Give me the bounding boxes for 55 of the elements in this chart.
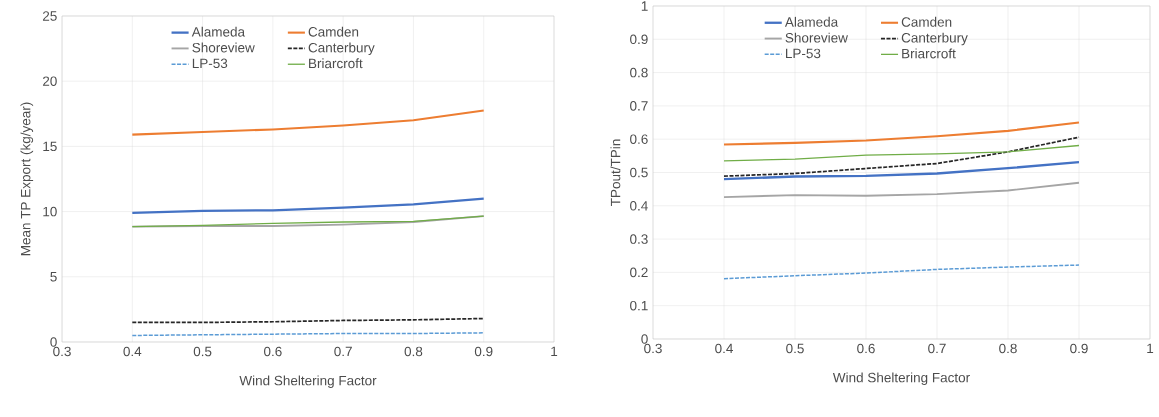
x-tick-label: 0.5 <box>786 343 804 354</box>
legend-label: LP-53 <box>192 58 228 69</box>
line-series <box>131 215 485 228</box>
line-series <box>723 181 1080 199</box>
y-tick-label: 0.9 <box>630 34 648 45</box>
y-tick-label: 5 <box>50 272 57 282</box>
legend-label: Camden <box>308 26 359 37</box>
x-tick-label: 0.4 <box>123 346 142 357</box>
y-tick-label: 0 <box>641 334 648 344</box>
legend-label: Canterbury <box>308 42 375 56</box>
y-tick-label: 10 <box>43 206 57 217</box>
line-series <box>131 197 485 215</box>
y-tick-label: 0 <box>50 337 57 347</box>
y-tick-label: 0.6 <box>630 134 648 144</box>
x-tick-label: 1 <box>1147 343 1154 353</box>
legend-label: Alameda <box>784 16 839 27</box>
y-axis-title: Mean TP Export (kg/year) <box>20 102 34 256</box>
x-tick-label: 0.9 <box>474 346 493 357</box>
line-series <box>722 121 1081 146</box>
line-series <box>723 144 1080 162</box>
x-tick-label: 0.8 <box>404 346 423 357</box>
y-tick-label: 0.5 <box>630 167 648 178</box>
legend-label: Camden <box>901 16 952 27</box>
y-axis-title: TPout/TPin <box>610 139 621 206</box>
line-series <box>131 109 485 136</box>
y-tick-label: 0.1 <box>630 300 648 311</box>
y-tick-label: 20 <box>42 76 57 86</box>
legend-label: Shoreview <box>192 42 255 53</box>
line-series <box>723 264 1080 280</box>
x-tick-label: 0.4 <box>715 343 733 354</box>
x-tick-label: 0.7 <box>928 343 946 354</box>
x-tick-label: 1 <box>551 346 558 356</box>
x-axis-title: Wind Sheltering Factor <box>832 372 970 386</box>
legend-label: LP-53 <box>786 48 821 59</box>
y-tick-label: 15 <box>43 141 57 152</box>
legend-label: Briarcroft <box>902 48 956 59</box>
y-tick-label: 0.4 <box>630 201 648 211</box>
y-tick-label: 0.2 <box>630 267 648 278</box>
legend-label: Alameda <box>191 26 246 37</box>
y-tick-label: 25 <box>42 11 57 21</box>
x-tick-label: 0.8 <box>999 343 1017 354</box>
x-tick-label: 0.9 <box>1070 343 1088 354</box>
x-tick-label: 0.7 <box>334 346 352 357</box>
line-series <box>722 161 1081 181</box>
x-tick-label: 0.5 <box>193 346 212 357</box>
y-tick-label: 0.7 <box>630 101 648 111</box>
x-tick-label: 0.6 <box>264 346 282 357</box>
y-tick-label: 0.3 <box>630 234 648 244</box>
x-axis-title: Wind Sheltering Factor <box>239 375 377 389</box>
legend-label: Shoreview <box>785 32 848 43</box>
y-tick-label: 0.8 <box>630 67 648 78</box>
x-tick-label: 0.6 <box>857 343 875 354</box>
legend-label: Canterbury <box>901 32 968 46</box>
legend-label: Briarcroft <box>309 58 363 69</box>
y-tick-label: 1 <box>641 1 648 11</box>
